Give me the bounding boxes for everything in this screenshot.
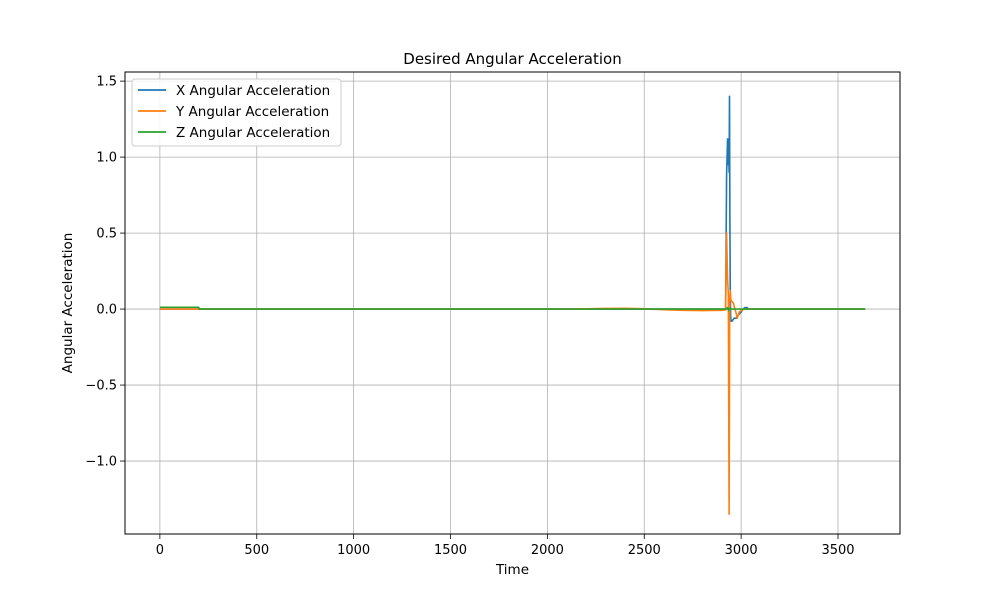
x-tick-label: 500: [244, 543, 269, 558]
x-tick-label: 1500: [434, 543, 467, 558]
legend-label: Z Angular Acceleration: [176, 125, 330, 141]
y-axis-label: Angular Acceleration: [60, 233, 76, 374]
chart-title: Desired Angular Acceleration: [403, 50, 621, 68]
legend-box: [131, 78, 342, 147]
x-tick-label: 1000: [337, 543, 370, 558]
x-tick-label: 3500: [821, 543, 854, 558]
y-axis-ticks: −1.0 −0.5 0.0 0.5 1.0 1.5: [85, 75, 125, 470]
x-axis-label: Time: [495, 562, 529, 578]
y-tick-label: −1.0: [85, 455, 117, 470]
legend-label: Y Angular Acceleration: [175, 104, 329, 120]
x-tick-label: 0: [156, 543, 164, 558]
series-line-3: [159, 306, 866, 312]
y-tick-label: 1.0: [96, 151, 117, 166]
x-tick-label: 2500: [628, 543, 661, 558]
legend-label: X Angular Acceleration: [176, 83, 330, 99]
x-tick-label: 3000: [725, 543, 758, 558]
y-tick-label: −0.5: [85, 379, 117, 394]
y-tick-label: 1.5: [96, 75, 117, 90]
y-tick-label: 0.5: [96, 227, 117, 242]
x-tick-label: 2000: [531, 543, 564, 558]
y-tick-label: 0.0: [96, 303, 117, 318]
plot-frame: [124, 71, 901, 535]
x-axis-ticks: 0 500 1000 1500 2000 2500 3000 3500: [156, 534, 855, 558]
legend: X Angular Acceleration Y Angular Accelera…: [131, 78, 342, 147]
plot-lines: [159, 95, 866, 516]
